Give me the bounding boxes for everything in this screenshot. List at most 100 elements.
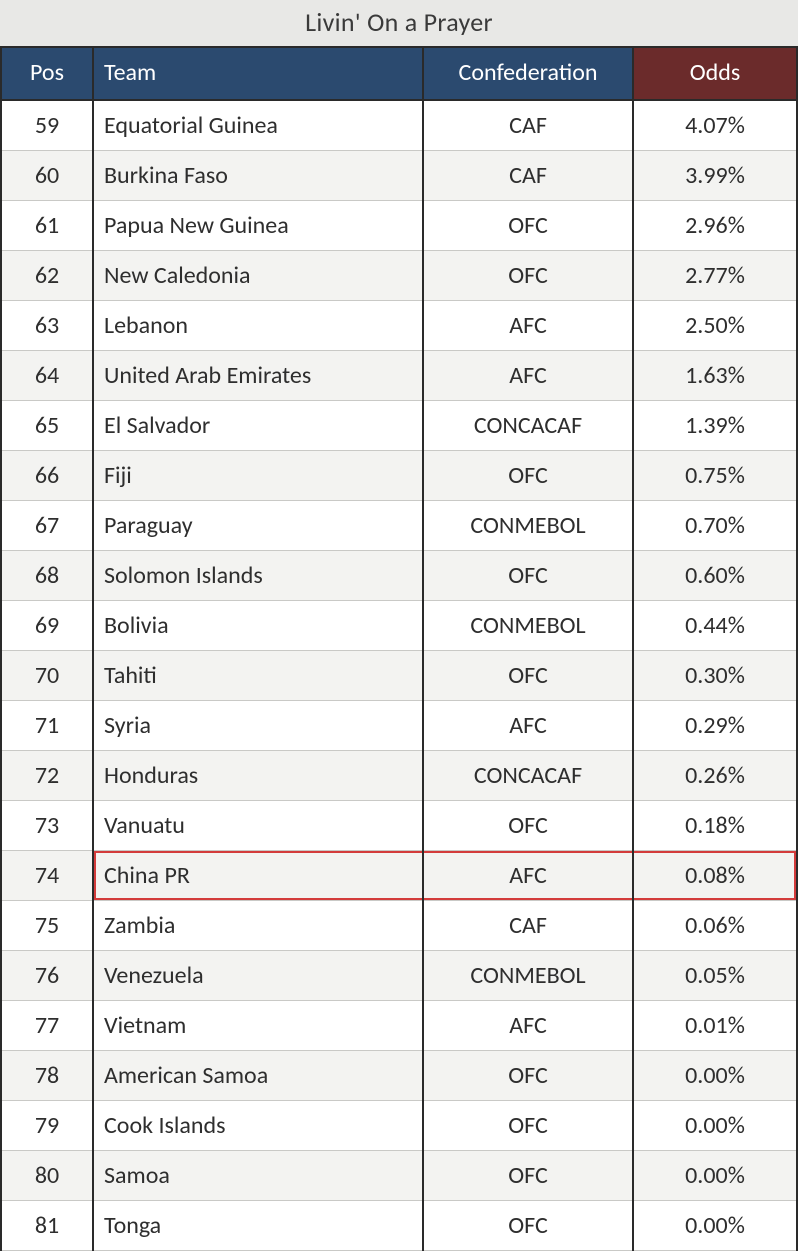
cell-odds: 4.07% xyxy=(633,100,797,151)
table-row: 64United Arab EmiratesAFC1.63% xyxy=(1,351,797,401)
col-header-conf: Confederation xyxy=(423,47,633,100)
cell-team: United Arab Emirates xyxy=(93,351,423,401)
cell-pos: 66 xyxy=(1,451,93,501)
cell-odds: 0.75% xyxy=(633,451,797,501)
cell-team: Papua New Guinea xyxy=(93,201,423,251)
cell-team: Zambia xyxy=(93,901,423,951)
cell-odds: 3.99% xyxy=(633,151,797,201)
cell-conf: AFC xyxy=(423,701,633,751)
cell-team: Bolivia xyxy=(93,601,423,651)
cell-odds: 0.30% xyxy=(633,651,797,701)
table-row: 70TahitiOFC0.30% xyxy=(1,651,797,701)
cell-pos: 64 xyxy=(1,351,93,401)
cell-team: Paraguay xyxy=(93,501,423,551)
table-row: 79Cook IslandsOFC0.00% xyxy=(1,1101,797,1151)
cell-conf: AFC xyxy=(423,1001,633,1051)
cell-odds: 0.05% xyxy=(633,951,797,1001)
cell-team: Lebanon xyxy=(93,301,423,351)
cell-conf: AFC xyxy=(423,301,633,351)
table-row: 60Burkina FasoCAF3.99% xyxy=(1,151,797,201)
cell-team: Tonga xyxy=(93,1201,423,1251)
cell-conf: OFC xyxy=(423,201,633,251)
cell-team: Samoa xyxy=(93,1151,423,1201)
cell-pos: 71 xyxy=(1,701,93,751)
cell-pos: 76 xyxy=(1,951,93,1001)
cell-pos: 72 xyxy=(1,751,93,801)
cell-conf: CAF xyxy=(423,151,633,201)
table-row: 69BoliviaCONMEBOL0.44% xyxy=(1,601,797,651)
cell-odds: 1.39% xyxy=(633,401,797,451)
cell-team: Vietnam xyxy=(93,1001,423,1051)
table-row: 67ParaguayCONMEBOL0.70% xyxy=(1,501,797,551)
table-row: 74China PRAFC0.08% xyxy=(1,851,797,901)
cell-conf: CAF xyxy=(423,100,633,151)
table-header-row: Pos Team Confederation Odds xyxy=(1,47,797,100)
cell-conf: CONMEBOL xyxy=(423,601,633,651)
cell-conf: OFC xyxy=(423,651,633,701)
table-row: 80SamoaOFC0.00% xyxy=(1,1151,797,1201)
cell-conf: OFC xyxy=(423,1201,633,1251)
table-row: 61Papua New GuineaOFC2.96% xyxy=(1,201,797,251)
cell-team: Venezuela xyxy=(93,951,423,1001)
table-title: Livin' On a Prayer xyxy=(0,0,798,46)
cell-conf: OFC xyxy=(423,1151,633,1201)
cell-odds: 2.77% xyxy=(633,251,797,301)
table-row: 62New CaledoniaOFC2.77% xyxy=(1,251,797,301)
odds-table: Pos Team Confederation Odds 59Equatorial… xyxy=(0,46,798,1251)
table-row: 81TongaOFC0.00% xyxy=(1,1201,797,1251)
cell-pos: 69 xyxy=(1,601,93,651)
cell-pos: 81 xyxy=(1,1201,93,1251)
cell-team: Solomon Islands xyxy=(93,551,423,601)
cell-odds: 0.29% xyxy=(633,701,797,751)
col-header-odds: Odds xyxy=(633,47,797,100)
col-header-team: Team xyxy=(93,47,423,100)
col-header-pos: Pos xyxy=(1,47,93,100)
cell-team: American Samoa xyxy=(93,1051,423,1101)
cell-pos: 74 xyxy=(1,851,93,901)
cell-conf: OFC xyxy=(423,801,633,851)
cell-team: Honduras xyxy=(93,751,423,801)
cell-conf: OFC xyxy=(423,251,633,301)
table-row: 68Solomon IslandsOFC0.60% xyxy=(1,551,797,601)
table-row: 75ZambiaCAF0.06% xyxy=(1,901,797,951)
cell-pos: 77 xyxy=(1,1001,93,1051)
cell-pos: 70 xyxy=(1,651,93,701)
cell-team: Vanuatu xyxy=(93,801,423,851)
table-container: Livin' On a Prayer Pos Team Confederatio… xyxy=(0,0,798,1251)
cell-conf: OFC xyxy=(423,1051,633,1101)
cell-odds: 0.26% xyxy=(633,751,797,801)
table-row: 59Equatorial GuineaCAF4.07% xyxy=(1,100,797,151)
cell-team: Syria xyxy=(93,701,423,751)
table-row: 72HondurasCONCACAF0.26% xyxy=(1,751,797,801)
cell-team: El Salvador xyxy=(93,401,423,451)
table-row: 71SyriaAFC0.29% xyxy=(1,701,797,751)
table-row: 73VanuatuOFC0.18% xyxy=(1,801,797,851)
cell-pos: 73 xyxy=(1,801,93,851)
cell-pos: 68 xyxy=(1,551,93,601)
cell-odds: 0.00% xyxy=(633,1051,797,1101)
cell-odds: 1.63% xyxy=(633,351,797,401)
cell-team: China PR xyxy=(93,851,423,901)
cell-conf: CONMEBOL xyxy=(423,501,633,551)
cell-conf: AFC xyxy=(423,351,633,401)
cell-odds: 0.00% xyxy=(633,1201,797,1251)
cell-odds: 0.01% xyxy=(633,1001,797,1051)
table-row: 66FijiOFC0.75% xyxy=(1,451,797,501)
cell-team: Equatorial Guinea xyxy=(93,100,423,151)
cell-conf: OFC xyxy=(423,551,633,601)
cell-pos: 65 xyxy=(1,401,93,451)
table-body: 59Equatorial GuineaCAF4.07%60Burkina Fas… xyxy=(1,100,797,1251)
cell-pos: 59 xyxy=(1,100,93,151)
cell-conf: OFC xyxy=(423,1101,633,1151)
cell-odds: 0.08% xyxy=(633,851,797,901)
table-row: 65El SalvadorCONCACAF1.39% xyxy=(1,401,797,451)
table-row: 63LebanonAFC2.50% xyxy=(1,301,797,351)
cell-team: Fiji xyxy=(93,451,423,501)
table-row: 76VenezuelaCONMEBOL0.05% xyxy=(1,951,797,1001)
cell-team: Cook Islands xyxy=(93,1101,423,1151)
cell-pos: 75 xyxy=(1,901,93,951)
cell-pos: 63 xyxy=(1,301,93,351)
table-row: 78American SamoaOFC0.00% xyxy=(1,1051,797,1101)
cell-odds: 0.44% xyxy=(633,601,797,651)
cell-odds: 0.00% xyxy=(633,1101,797,1151)
